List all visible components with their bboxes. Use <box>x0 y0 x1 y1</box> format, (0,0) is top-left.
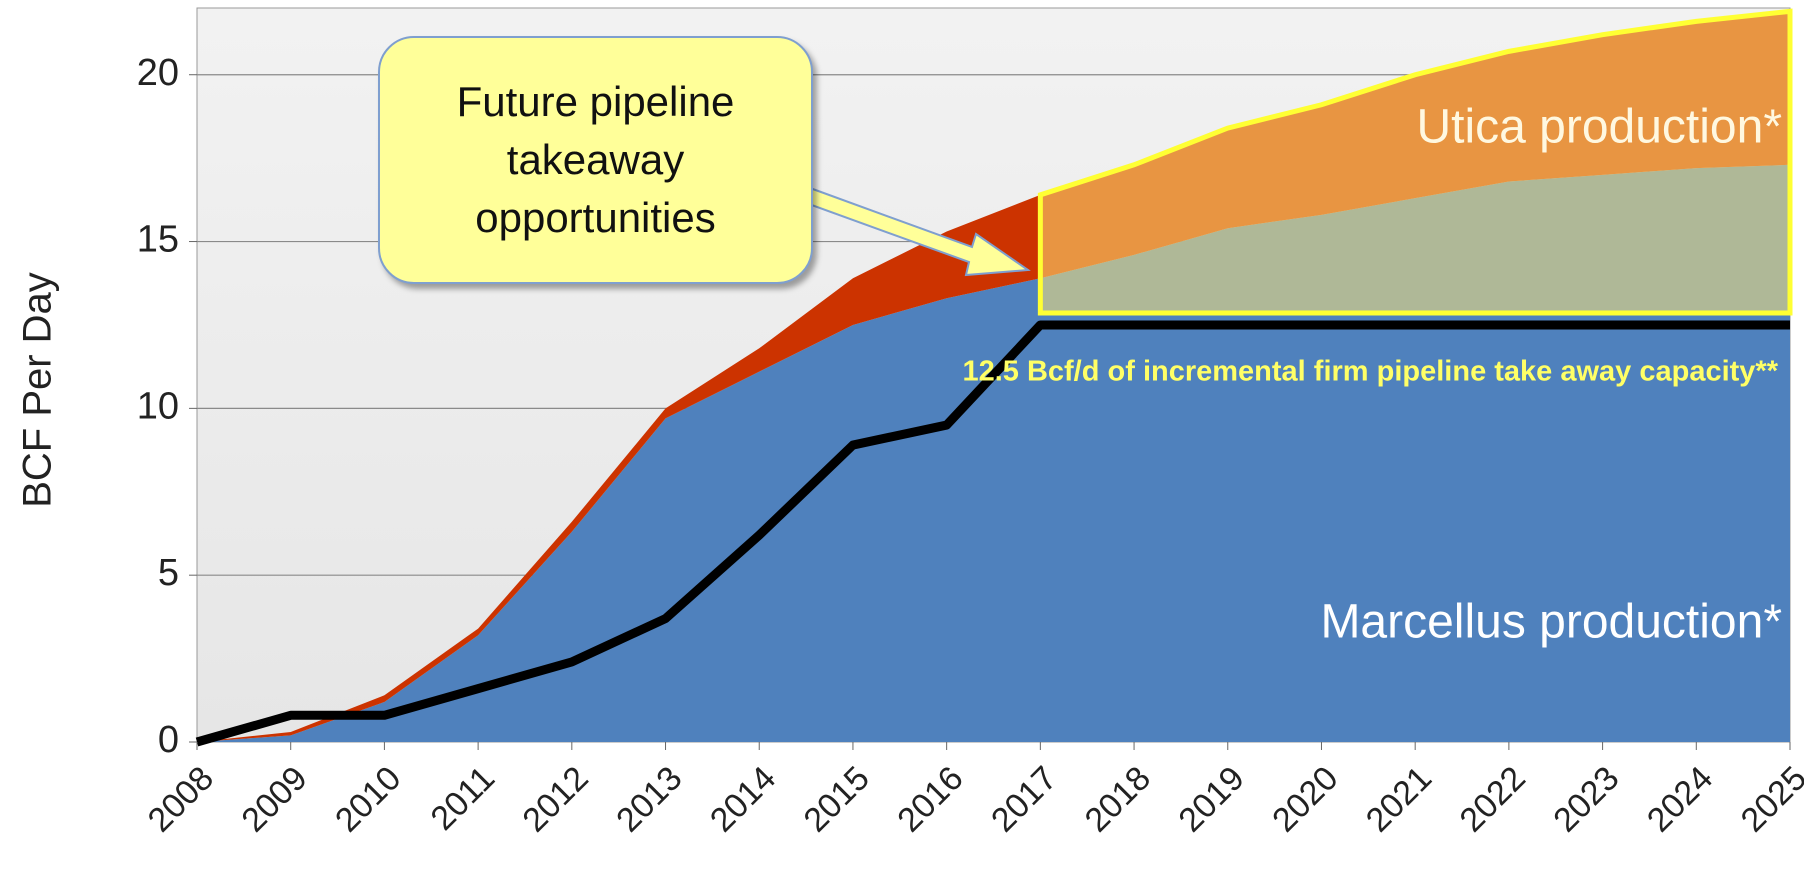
x-tick-label: 2019 <box>1171 759 1251 839</box>
capacity-label: 12.5 Bcf/d of incremental firm pipeline … <box>962 356 1778 388</box>
x-tick-label: 2009 <box>234 759 314 839</box>
callout-arrow <box>804 186 1031 277</box>
x-tick-label: 2008 <box>141 759 221 839</box>
series-label: Marcellus production* <box>1320 596 1782 649</box>
x-tick-label: 2010 <box>328 759 408 839</box>
x-tick-label: 2016 <box>890 759 970 839</box>
series-label: Utica production* <box>1416 101 1782 154</box>
x-tick-label: 2012 <box>515 759 595 839</box>
y-tick-label: 20 <box>137 52 179 94</box>
x-tick-label: 2022 <box>1453 759 1533 839</box>
highlight-box <box>1037 8 1793 316</box>
x-tick-label: 2020 <box>1265 759 1345 839</box>
y-axis-label: BCF Per Day <box>16 272 60 508</box>
x-tick-label: 2017 <box>984 759 1064 839</box>
x-tick-label: 2018 <box>1078 759 1158 839</box>
x-tick-label: 2013 <box>609 759 689 839</box>
x-tick-label: 2021 <box>1359 759 1439 839</box>
y-tick-label: 0 <box>158 719 179 761</box>
x-tick-label: 2015 <box>797 759 877 839</box>
overlay: 12.5 Bcf/d of incremental firm pipeline … <box>195 8 1793 747</box>
x-tick-label: 2025 <box>1734 759 1804 839</box>
x-tick-label: 2014 <box>703 759 783 839</box>
capacity-line <box>195 320 1790 747</box>
x-tick-label: 2023 <box>1546 759 1626 839</box>
x-tick-label: 2024 <box>1640 759 1720 839</box>
y-tick-label: 10 <box>137 385 179 427</box>
x-tick-label: 2011 <box>424 759 503 838</box>
y-tick-label: 15 <box>137 219 179 261</box>
callout: Future pipeline takeaway opportunities <box>378 36 813 284</box>
y-tick-label: 5 <box>158 552 179 594</box>
